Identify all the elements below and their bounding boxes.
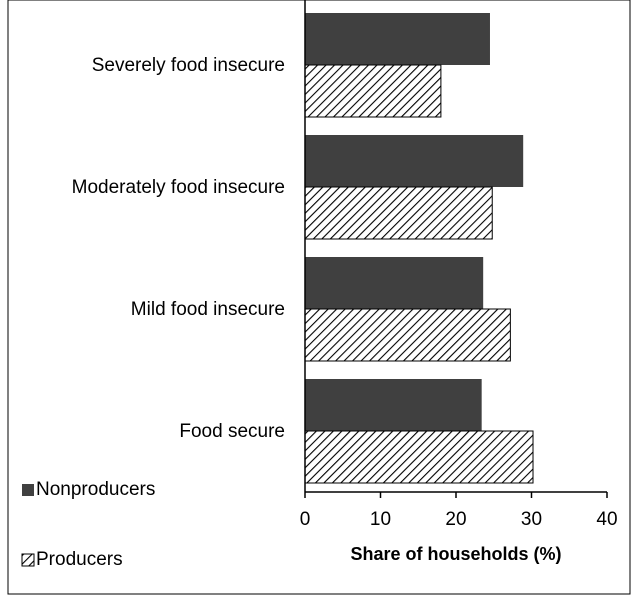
legend-swatch [21, 553, 35, 567]
x-tick-label: 30 [521, 509, 542, 530]
legend-label: Producers [36, 549, 123, 570]
y-tick-label: Food secure [179, 421, 285, 442]
x-tick-label: 40 [596, 509, 617, 530]
bar [304, 64, 442, 118]
bar [305, 379, 482, 431]
bar [304, 308, 511, 362]
y-tick-label: Moderately food insecure [72, 177, 285, 198]
legend-label: Nonproducers [36, 479, 155, 500]
x-tick-label: 20 [445, 509, 466, 530]
y-tick-label: Mild food insecure [131, 299, 285, 320]
bar [304, 430, 534, 484]
legend-swatch [22, 484, 34, 496]
y-tick-label: Severely food insecure [92, 55, 285, 76]
x-axis-title: Share of households (%) [350, 544, 561, 564]
bar [305, 135, 524, 187]
x-tick-label: 10 [370, 509, 391, 530]
bar [305, 13, 490, 65]
x-tick-label: 0 [300, 509, 311, 530]
frame [7, 0, 631, 595]
bar [304, 186, 493, 240]
bar [305, 257, 484, 309]
